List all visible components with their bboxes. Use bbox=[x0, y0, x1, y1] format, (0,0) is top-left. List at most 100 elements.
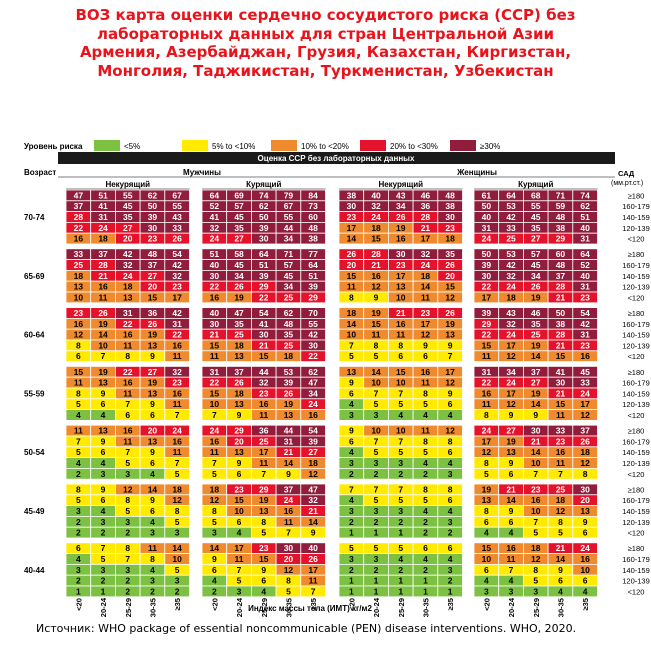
risk-value: 24 bbox=[308, 399, 318, 409]
risk-value: 5 bbox=[398, 447, 403, 457]
x-axis-label: Индекс массы тела (ИМТ) кг/м2 bbox=[248, 604, 372, 613]
risk-value: 7 bbox=[398, 388, 403, 398]
risk-value: 5 bbox=[423, 495, 428, 505]
sbp-level: 140-159 bbox=[622, 448, 650, 457]
risk-value: 10 bbox=[531, 506, 541, 516]
sbp-level: 140-159 bbox=[622, 566, 650, 575]
risk-value: 2 bbox=[423, 528, 428, 538]
risk-value: 38 bbox=[347, 190, 357, 200]
risk-value: 3 bbox=[150, 528, 155, 538]
risk-value: 13 bbox=[396, 282, 406, 292]
risk-value: 17 bbox=[580, 399, 590, 409]
risk-value: 13 bbox=[148, 340, 158, 350]
source-note: Источник: WHO package of essential nonco… bbox=[36, 622, 577, 635]
risk-value: 30 bbox=[259, 234, 269, 244]
risk-value: 2 bbox=[398, 517, 403, 527]
risk-value: 4 bbox=[101, 410, 106, 420]
risk-value: 9 bbox=[286, 469, 291, 479]
risk-value: 2 bbox=[423, 517, 428, 527]
risk-value: 16 bbox=[396, 234, 406, 244]
smoking-label: Некурящий bbox=[105, 180, 150, 189]
risk-value: 15 bbox=[371, 319, 381, 329]
risk-value: 10 bbox=[482, 554, 492, 564]
risk-value: 31 bbox=[172, 319, 182, 329]
risk-value: 37 bbox=[74, 201, 84, 211]
risk-value: 5 bbox=[374, 447, 379, 457]
risk-value: 3 bbox=[125, 469, 130, 479]
risk-cell bbox=[572, 409, 598, 421]
sbp-level: ≥180 bbox=[628, 544, 645, 553]
risk-value: 6 bbox=[76, 543, 81, 553]
risk-value: 55 bbox=[284, 212, 294, 222]
risk-value: 48 bbox=[308, 223, 318, 233]
risk-value: 11 bbox=[556, 410, 565, 420]
risk-value: 10 bbox=[210, 399, 220, 409]
risk-value: 5 bbox=[101, 554, 106, 564]
sbp-unit: (мм.рт.ст.) bbox=[611, 180, 643, 187]
risk-value: 11 bbox=[396, 330, 405, 340]
chart-title: ВОЗ карта оценки сердечно сосудистого ри… bbox=[0, 6, 651, 80]
risk-value: 37 bbox=[98, 249, 108, 259]
risk-value: 17 bbox=[445, 367, 455, 377]
risk-value: 23 bbox=[347, 212, 357, 222]
risk-value: 19 bbox=[506, 436, 516, 446]
bmi-tick: 30-35 bbox=[556, 598, 565, 617]
risk-value: 23 bbox=[259, 388, 269, 398]
risk-value: 1 bbox=[448, 586, 453, 596]
risk-value: 1 bbox=[349, 586, 354, 596]
risk-value: 5 bbox=[175, 469, 180, 479]
risk-value: 7 bbox=[286, 528, 291, 538]
risk-value: 18 bbox=[531, 543, 541, 553]
risk-value: 37 bbox=[284, 484, 294, 494]
age-label: 70-74 bbox=[24, 213, 45, 222]
risk-value: 35 bbox=[531, 223, 541, 233]
risk-value: 12 bbox=[445, 426, 455, 436]
risk-value: 31 bbox=[482, 367, 492, 377]
sbp-level: 120-139 bbox=[622, 577, 650, 586]
risk-value: 12 bbox=[371, 282, 381, 292]
risk-value: 9 bbox=[583, 517, 588, 527]
risk-value: 4 bbox=[349, 495, 354, 505]
risk-value: 19 bbox=[234, 292, 244, 302]
risk-value: 17 bbox=[482, 292, 492, 302]
risk-value: 20 bbox=[123, 234, 133, 244]
risk-value: 5 bbox=[374, 351, 379, 361]
risk-value: 4 bbox=[76, 410, 81, 420]
risk-value: 6 bbox=[237, 517, 242, 527]
risk-value: 14 bbox=[347, 234, 357, 244]
risk-value: 11 bbox=[148, 543, 157, 553]
risk-value: 18 bbox=[347, 308, 357, 318]
legend-label: Уровень риска bbox=[24, 142, 83, 151]
risk-value: 47 bbox=[74, 190, 84, 200]
risk-value: 42 bbox=[172, 260, 182, 270]
risk-value: 6 bbox=[349, 436, 354, 446]
risk-value: 6 bbox=[261, 576, 266, 586]
risk-value: 9 bbox=[509, 458, 514, 468]
risk-value: 9 bbox=[448, 388, 453, 398]
risk-value: 11 bbox=[235, 554, 244, 564]
risk-value: 12 bbox=[556, 506, 566, 516]
risk-value: 19 bbox=[259, 495, 269, 505]
risk-value: 12 bbox=[506, 399, 516, 409]
risk-cell bbox=[437, 467, 463, 480]
risk-value: 24 bbox=[172, 426, 182, 436]
risk-value: 45 bbox=[234, 260, 244, 270]
risk-value: 30 bbox=[396, 249, 406, 259]
risk-value: 9 bbox=[212, 554, 217, 564]
risk-value: 31 bbox=[580, 234, 590, 244]
risk-value: 11 bbox=[99, 292, 108, 302]
risk-value: 54 bbox=[308, 426, 318, 436]
risk-value: 14 bbox=[531, 351, 541, 361]
risk-value: 34 bbox=[284, 282, 294, 292]
risk-value: 6 bbox=[484, 517, 489, 527]
risk-value: 4 bbox=[423, 506, 428, 516]
bmi-tick: 30-35 bbox=[421, 598, 430, 617]
risk-value: 33 bbox=[172, 223, 182, 233]
risk-value: 4 bbox=[484, 528, 489, 538]
risk-value: 16 bbox=[172, 436, 182, 446]
risk-value: 22 bbox=[123, 367, 133, 377]
risk-value: 37 bbox=[580, 426, 590, 436]
risk-value: 4 bbox=[76, 554, 81, 564]
risk-value: 2 bbox=[398, 469, 403, 479]
risk-value: 8 bbox=[76, 388, 81, 398]
